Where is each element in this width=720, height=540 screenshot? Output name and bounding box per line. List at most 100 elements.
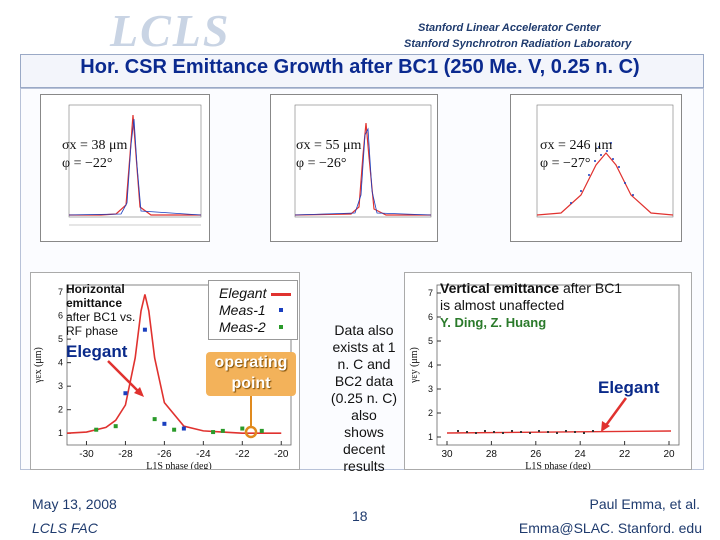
legend-meas1: Meas-1 [219,302,266,318]
x-tick-label: -28 [118,449,133,460]
right-x-tick-label: 30 [441,449,453,460]
mid-l5: (0.25 n. C) [330,390,398,406]
right-x-tick-label: 22 [619,449,631,460]
chart-legend: Elegant Meas-1 Meas-2 [208,280,298,340]
point-meas-2 [259,428,264,433]
right-x-tick-label: 26 [530,449,542,460]
y-tick-label: 4 [58,358,63,368]
point-meas-2 [152,417,157,422]
operating-point-marker [244,396,258,439]
right-y-tick-label: 6 [428,312,433,322]
right-meas-point [556,432,558,434]
top-plot-middle [270,94,438,242]
vert-line1: Vertical emittance after BC1 [440,280,622,297]
note-line3: after BC1 vs. [66,310,136,324]
mid-l9: results [343,458,385,474]
right-meas-point [520,431,522,433]
y-axis-label: γεx (μm) [33,347,44,384]
legend-meas2-marker [279,325,283,329]
legend-meas2: Meas-2 [219,319,266,335]
right-x-tick-label: 28 [486,449,498,460]
vert-authors: Y. Ding, Z. Huang [440,315,547,330]
right-chart-panel: 30 28 26 24 22 20 7 6 5 4 3 2 1 L1S phase (deg) γεy (μ… [404,272,692,472]
right-x-tick-label: 20 [663,449,675,460]
point-meas-2 [240,426,245,431]
legend-meas1-marker [279,308,283,312]
top-plot-middle-graph [294,104,432,218]
right-meas-point [511,430,513,432]
point-meas-1 [162,421,167,426]
right-y-tick-label: 1 [428,432,433,442]
ssrl-label: Stanford Synchrotron Radiation Laborator… [404,38,632,50]
legend-elegant: Elegant [219,285,267,301]
chart-note: Horizontal emittance after BC1 vs. RF ph… [66,282,135,338]
right-meas-point [475,432,477,434]
left-elegant-arrow [107,360,144,397]
x-tick-label: -26 [157,449,172,460]
point-meas-2 [220,428,225,433]
right-y-tick-label: 2 [428,408,433,418]
right-meas-point [565,430,567,432]
vertical-note: Vertical emittance after BC1 is almost u… [440,280,622,331]
right-elegant-label: Elegant [598,378,660,397]
point-meas-2 [94,427,99,432]
x-tick-label: -30 [79,449,94,460]
right-y-tick-label: 7 [428,288,433,298]
right-meas-point [457,430,459,432]
right-meas-point [538,430,540,432]
point-meas-1 [181,426,186,431]
point-meas-2 [113,424,118,429]
vert-line2: is almost unaffected [440,297,565,313]
mid-l1: Data also [334,322,394,338]
top-right-phi: φ = −27° [540,156,591,171]
x-tick-label: -20 [274,449,289,460]
mid-l2: exists at 1 [332,339,396,355]
operating-point-line2: point [231,375,271,392]
mid-l8: decent [342,441,386,457]
x-axis-label: L1S phase (deg) [146,461,212,469]
right-meas-point [493,431,495,433]
top-plot-left [40,94,210,242]
point-meas-2 [172,427,177,432]
top-middle-phi: φ = −26° [296,156,347,171]
right-elegant-line [446,430,672,434]
operating-point-callout: operating point [206,352,296,396]
right-y-tick-label: 5 [428,336,433,346]
y-tick-label: 3 [58,381,63,391]
point-meas-2 [211,430,216,435]
footer-email: Emma@SLAC. Stanford. edu [518,520,702,536]
note-line4: RF phase [66,324,119,338]
footer-author: Paul Emma, et al. [589,496,701,512]
vertical-emittance-chart: 30 28 26 24 22 20 7 6 5 4 3 2 1 L1S phase (deg) γεy (μ… [409,284,680,472]
vert-rest: after BC1 [559,280,623,296]
y-tick-label: 5 [58,334,63,344]
page-number: 18 [352,508,368,524]
right-elegant-arrow [601,397,628,432]
right-meas-point [466,431,468,433]
operating-point-line1: operating [214,354,288,371]
top-plot-right-graph [536,104,674,218]
left-elegant-label: Elegant [66,342,128,361]
top-right-sigma: σx = 246 μm [540,138,613,153]
right-meas-point [529,432,531,434]
top-middle-sigma: σx = 55 μm [296,138,362,153]
legend-elegant-swatch [271,293,291,296]
top-left-sigma: σx = 38 μm [62,138,128,153]
lcls-logo: LCLS [110,5,231,56]
title-box [20,54,704,88]
vert-bold: Vertical emittance [440,280,560,296]
mid-l6: also [351,407,377,423]
y-tick-label: 2 [58,405,63,415]
top-left-phi: φ = −22° [62,156,113,171]
right-meas-point [547,431,549,433]
right-meas-point [502,432,504,434]
note-line2: emittance [66,296,123,310]
right-meas-point [484,430,486,432]
y-tick-label: 7 [58,287,63,297]
middle-note: Data also exists at 1 n. C and BC2 data … [324,322,404,475]
mid-l3: n. C and [337,356,391,372]
footer-date: May 13, 2008 [32,496,117,512]
right-meas-point [574,431,576,433]
top-plot-right [510,94,682,242]
right-meas-point [583,432,585,434]
